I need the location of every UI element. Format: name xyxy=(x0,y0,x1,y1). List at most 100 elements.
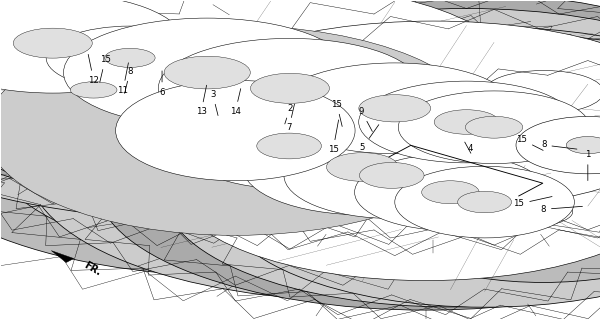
Text: 15: 15 xyxy=(100,55,111,82)
Ellipse shape xyxy=(284,77,439,127)
Ellipse shape xyxy=(243,119,482,215)
Text: 5: 5 xyxy=(359,125,379,152)
Ellipse shape xyxy=(0,0,224,104)
Polygon shape xyxy=(331,51,574,156)
Ellipse shape xyxy=(13,28,92,58)
Ellipse shape xyxy=(0,27,273,153)
Text: 4: 4 xyxy=(468,144,474,153)
Ellipse shape xyxy=(115,80,355,181)
Ellipse shape xyxy=(326,153,398,181)
Ellipse shape xyxy=(388,81,601,193)
Ellipse shape xyxy=(16,63,171,117)
Ellipse shape xyxy=(0,0,521,179)
Text: 7: 7 xyxy=(286,104,294,132)
Ellipse shape xyxy=(163,77,601,307)
Ellipse shape xyxy=(388,36,601,148)
Ellipse shape xyxy=(465,116,523,138)
Ellipse shape xyxy=(257,133,322,159)
Ellipse shape xyxy=(0,35,320,161)
Text: 15: 15 xyxy=(328,120,338,154)
Text: 15: 15 xyxy=(516,135,543,150)
Text: 1: 1 xyxy=(585,150,591,180)
Ellipse shape xyxy=(0,0,412,179)
Ellipse shape xyxy=(66,71,258,148)
Ellipse shape xyxy=(376,104,601,232)
Text: 14: 14 xyxy=(230,89,241,116)
Text: FR.: FR. xyxy=(82,260,102,278)
Text: 8: 8 xyxy=(540,205,582,214)
Text: 11: 11 xyxy=(117,63,129,95)
Ellipse shape xyxy=(516,116,601,174)
Ellipse shape xyxy=(201,119,465,198)
Ellipse shape xyxy=(93,56,601,295)
Polygon shape xyxy=(376,168,601,219)
Ellipse shape xyxy=(398,91,590,164)
Text: 13: 13 xyxy=(196,85,207,116)
Ellipse shape xyxy=(33,70,213,127)
Ellipse shape xyxy=(457,191,511,213)
Ellipse shape xyxy=(273,141,393,177)
Ellipse shape xyxy=(205,60,469,134)
Ellipse shape xyxy=(70,82,117,98)
Ellipse shape xyxy=(182,103,397,189)
Text: 12: 12 xyxy=(88,54,99,85)
Ellipse shape xyxy=(0,0,601,209)
Text: 6: 6 xyxy=(159,71,165,97)
Ellipse shape xyxy=(408,73,601,217)
Ellipse shape xyxy=(434,110,499,134)
Ellipse shape xyxy=(275,63,514,154)
Ellipse shape xyxy=(158,38,422,138)
Ellipse shape xyxy=(471,141,601,195)
Ellipse shape xyxy=(170,21,601,210)
Ellipse shape xyxy=(402,99,601,166)
Ellipse shape xyxy=(376,155,601,283)
Ellipse shape xyxy=(251,73,329,103)
Text: 10: 10 xyxy=(0,319,1,320)
Ellipse shape xyxy=(133,98,191,121)
Ellipse shape xyxy=(0,0,521,198)
Ellipse shape xyxy=(359,81,574,163)
Text: 9: 9 xyxy=(359,107,373,132)
Ellipse shape xyxy=(27,33,601,301)
Ellipse shape xyxy=(0,27,588,266)
Ellipse shape xyxy=(284,132,499,219)
Ellipse shape xyxy=(86,0,601,240)
Text: 3: 3 xyxy=(210,90,218,116)
Ellipse shape xyxy=(51,38,159,68)
Ellipse shape xyxy=(231,28,601,227)
Ellipse shape xyxy=(468,117,576,148)
Ellipse shape xyxy=(105,48,155,68)
Ellipse shape xyxy=(465,196,573,228)
Ellipse shape xyxy=(395,166,575,238)
Ellipse shape xyxy=(359,163,424,188)
Ellipse shape xyxy=(0,0,185,93)
Ellipse shape xyxy=(0,8,93,61)
Ellipse shape xyxy=(0,0,596,220)
Ellipse shape xyxy=(0,0,370,149)
Ellipse shape xyxy=(182,45,542,159)
Text: 15: 15 xyxy=(331,100,343,126)
Ellipse shape xyxy=(0,0,450,224)
Ellipse shape xyxy=(64,18,351,127)
Ellipse shape xyxy=(0,20,225,87)
Ellipse shape xyxy=(66,0,601,233)
Text: 8: 8 xyxy=(541,140,577,149)
Polygon shape xyxy=(51,251,74,263)
Ellipse shape xyxy=(399,176,601,248)
Ellipse shape xyxy=(164,56,250,89)
Ellipse shape xyxy=(221,97,601,307)
Ellipse shape xyxy=(167,9,601,236)
Ellipse shape xyxy=(97,60,601,310)
Ellipse shape xyxy=(422,181,479,204)
Ellipse shape xyxy=(46,26,214,90)
Ellipse shape xyxy=(355,154,546,230)
Ellipse shape xyxy=(0,0,438,166)
Ellipse shape xyxy=(0,0,582,276)
Ellipse shape xyxy=(277,81,397,114)
Ellipse shape xyxy=(359,95,431,122)
Text: 8: 8 xyxy=(124,67,133,93)
Ellipse shape xyxy=(0,0,601,225)
Text: 2: 2 xyxy=(285,104,293,124)
Ellipse shape xyxy=(174,90,601,281)
Ellipse shape xyxy=(0,26,486,235)
